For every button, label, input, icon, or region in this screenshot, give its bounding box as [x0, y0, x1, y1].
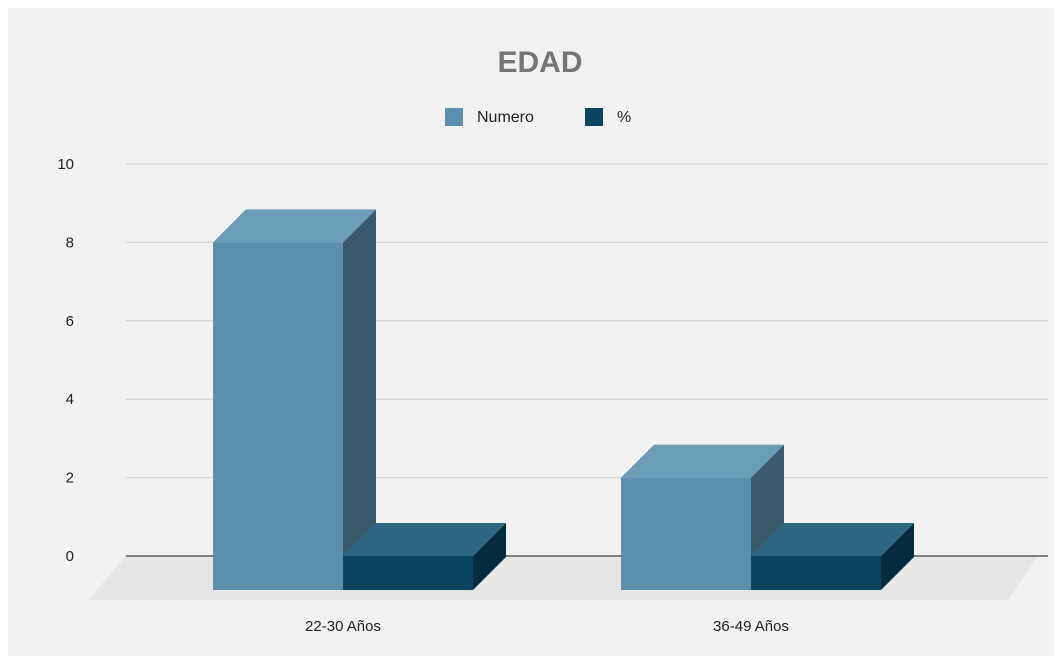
bar-side-face — [343, 209, 376, 590]
y-tick-label: 10 — [57, 156, 74, 173]
y-axis-ticks: 0 2 4 6 8 10 — [57, 156, 74, 565]
bar-front-face — [751, 556, 881, 590]
y-tick-label: 4 — [66, 391, 74, 408]
legend-swatch-numero — [445, 108, 463, 126]
bar-front-face — [343, 556, 473, 590]
chart-title: EDAD — [497, 46, 582, 79]
bar-top-face — [213, 209, 376, 243]
bar-top-face — [343, 523, 506, 556]
bar-top-face — [751, 523, 914, 556]
bar-numero-22-30-a-os — [213, 209, 376, 590]
bar-front-face — [621, 477, 751, 590]
bar-side-face — [473, 523, 506, 590]
legend: Numero% — [445, 108, 631, 126]
x-axis-ticks: 22-30 Años 36-49 Años — [305, 618, 789, 635]
legend-label-numero: Numero — [477, 109, 534, 126]
bar-percent-36-49-a-os — [751, 523, 914, 590]
bar-chart: EDAD Numero% 0 2 4 6 8 10 22-30 Años 36-49 Año… — [57, 46, 1048, 635]
y-tick-label: 2 — [66, 470, 74, 487]
bar-front-face — [213, 242, 343, 590]
legend-swatch-percent — [585, 108, 603, 126]
y-tick-label: 8 — [66, 234, 74, 251]
x-tick-label: 36-49 Años — [713, 618, 789, 635]
bars — [213, 209, 914, 590]
y-tick-label: 6 — [66, 313, 74, 330]
bar-top-face — [621, 444, 784, 478]
y-tick-label: 0 — [66, 548, 74, 565]
bar-percent-22-30-a-os — [343, 523, 506, 590]
bar-side-face — [881, 523, 914, 590]
chart-card: EDAD Numero% 0 2 4 6 8 10 22-30 Años 36-49 Año… — [8, 8, 1054, 656]
legend-label-percent: % — [617, 109, 631, 126]
x-tick-label: 22-30 Años — [305, 618, 381, 635]
